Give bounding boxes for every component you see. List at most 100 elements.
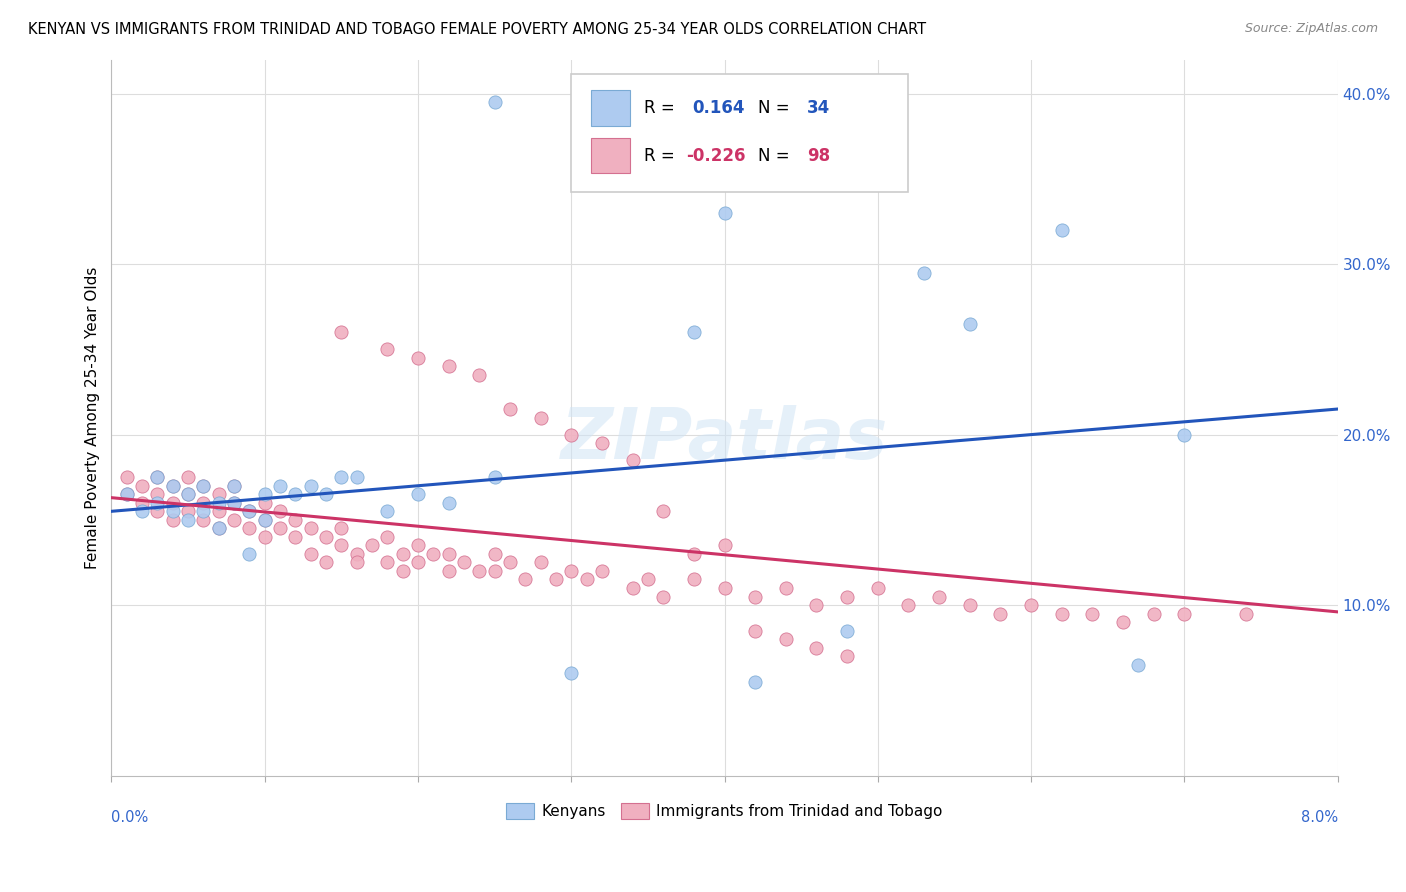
Point bbox=[959, 317, 981, 331]
Point bbox=[361, 538, 384, 552]
Point bbox=[269, 504, 291, 518]
Point bbox=[375, 556, 398, 570]
Point bbox=[1234, 607, 1257, 621]
FancyBboxPatch shape bbox=[591, 90, 630, 126]
Point bbox=[713, 206, 735, 220]
Point bbox=[484, 470, 506, 484]
Point bbox=[515, 573, 537, 587]
Point bbox=[115, 487, 138, 501]
Point bbox=[208, 496, 231, 510]
Point bbox=[621, 581, 644, 595]
Text: -0.226: -0.226 bbox=[686, 146, 747, 164]
Point bbox=[193, 504, 215, 518]
Point bbox=[162, 513, 184, 527]
Point bbox=[1019, 598, 1042, 612]
Point bbox=[683, 547, 706, 561]
Point bbox=[146, 470, 169, 484]
Text: R =: R = bbox=[644, 146, 679, 164]
Point bbox=[1050, 607, 1073, 621]
Point bbox=[315, 487, 337, 501]
Point bbox=[253, 496, 276, 510]
Point bbox=[315, 556, 337, 570]
Text: 8.0%: 8.0% bbox=[1301, 810, 1337, 825]
Point bbox=[806, 598, 828, 612]
Point bbox=[269, 479, 291, 493]
Point bbox=[499, 556, 522, 570]
Point bbox=[208, 504, 231, 518]
Point bbox=[499, 402, 522, 417]
Text: KENYAN VS IMMIGRANTS FROM TRINIDAD AND TOBAGO FEMALE POVERTY AMONG 25-34 YEAR OL: KENYAN VS IMMIGRANTS FROM TRINIDAD AND T… bbox=[28, 22, 927, 37]
Point bbox=[837, 624, 859, 638]
Point bbox=[591, 564, 613, 578]
Point bbox=[238, 504, 260, 518]
Point bbox=[375, 530, 398, 544]
Point bbox=[222, 496, 245, 510]
Point bbox=[744, 624, 766, 638]
Point bbox=[437, 564, 460, 578]
Point bbox=[468, 564, 491, 578]
Text: 0.164: 0.164 bbox=[693, 99, 745, 117]
Point bbox=[222, 479, 245, 493]
Point bbox=[560, 564, 582, 578]
Point bbox=[177, 487, 200, 501]
Point bbox=[806, 640, 828, 655]
Point bbox=[406, 556, 429, 570]
Point bbox=[544, 573, 567, 587]
Point bbox=[115, 487, 138, 501]
Point bbox=[652, 590, 675, 604]
Point bbox=[208, 487, 231, 501]
Point bbox=[162, 504, 184, 518]
Legend: Kenyans, Immigrants from Trinidad and Tobago: Kenyans, Immigrants from Trinidad and To… bbox=[501, 797, 949, 825]
Point bbox=[253, 487, 276, 501]
Point bbox=[222, 496, 245, 510]
Point bbox=[713, 581, 735, 595]
Point bbox=[193, 496, 215, 510]
Point bbox=[484, 564, 506, 578]
Point bbox=[330, 521, 353, 535]
Point bbox=[146, 496, 169, 510]
Point bbox=[177, 487, 200, 501]
Point bbox=[146, 470, 169, 484]
Point bbox=[299, 521, 322, 535]
Point bbox=[284, 530, 307, 544]
Point bbox=[330, 326, 353, 340]
Point bbox=[193, 479, 215, 493]
Point bbox=[375, 343, 398, 357]
Point bbox=[468, 368, 491, 382]
Point bbox=[269, 521, 291, 535]
Point bbox=[146, 487, 169, 501]
Point bbox=[775, 632, 797, 647]
Point bbox=[560, 666, 582, 681]
Point bbox=[346, 547, 368, 561]
Point bbox=[330, 470, 353, 484]
Point bbox=[1112, 615, 1135, 629]
Point bbox=[837, 649, 859, 664]
Point bbox=[238, 547, 260, 561]
Point bbox=[346, 556, 368, 570]
Point bbox=[744, 590, 766, 604]
Text: Source: ZipAtlas.com: Source: ZipAtlas.com bbox=[1244, 22, 1378, 36]
Point bbox=[299, 479, 322, 493]
Point bbox=[131, 496, 153, 510]
Point bbox=[575, 573, 598, 587]
Point bbox=[484, 547, 506, 561]
Point bbox=[299, 547, 322, 561]
Point bbox=[162, 496, 184, 510]
Point bbox=[177, 470, 200, 484]
Point bbox=[897, 598, 920, 612]
Point bbox=[284, 487, 307, 501]
Point bbox=[422, 547, 444, 561]
Point bbox=[484, 95, 506, 110]
Text: N =: N = bbox=[758, 146, 794, 164]
Point bbox=[652, 504, 675, 518]
Text: N =: N = bbox=[758, 99, 794, 117]
Point bbox=[406, 487, 429, 501]
Point bbox=[146, 504, 169, 518]
Point bbox=[346, 470, 368, 484]
Point bbox=[1173, 427, 1195, 442]
Point bbox=[928, 590, 950, 604]
Point bbox=[238, 521, 260, 535]
Point bbox=[637, 573, 659, 587]
Point bbox=[177, 504, 200, 518]
Point bbox=[683, 573, 706, 587]
